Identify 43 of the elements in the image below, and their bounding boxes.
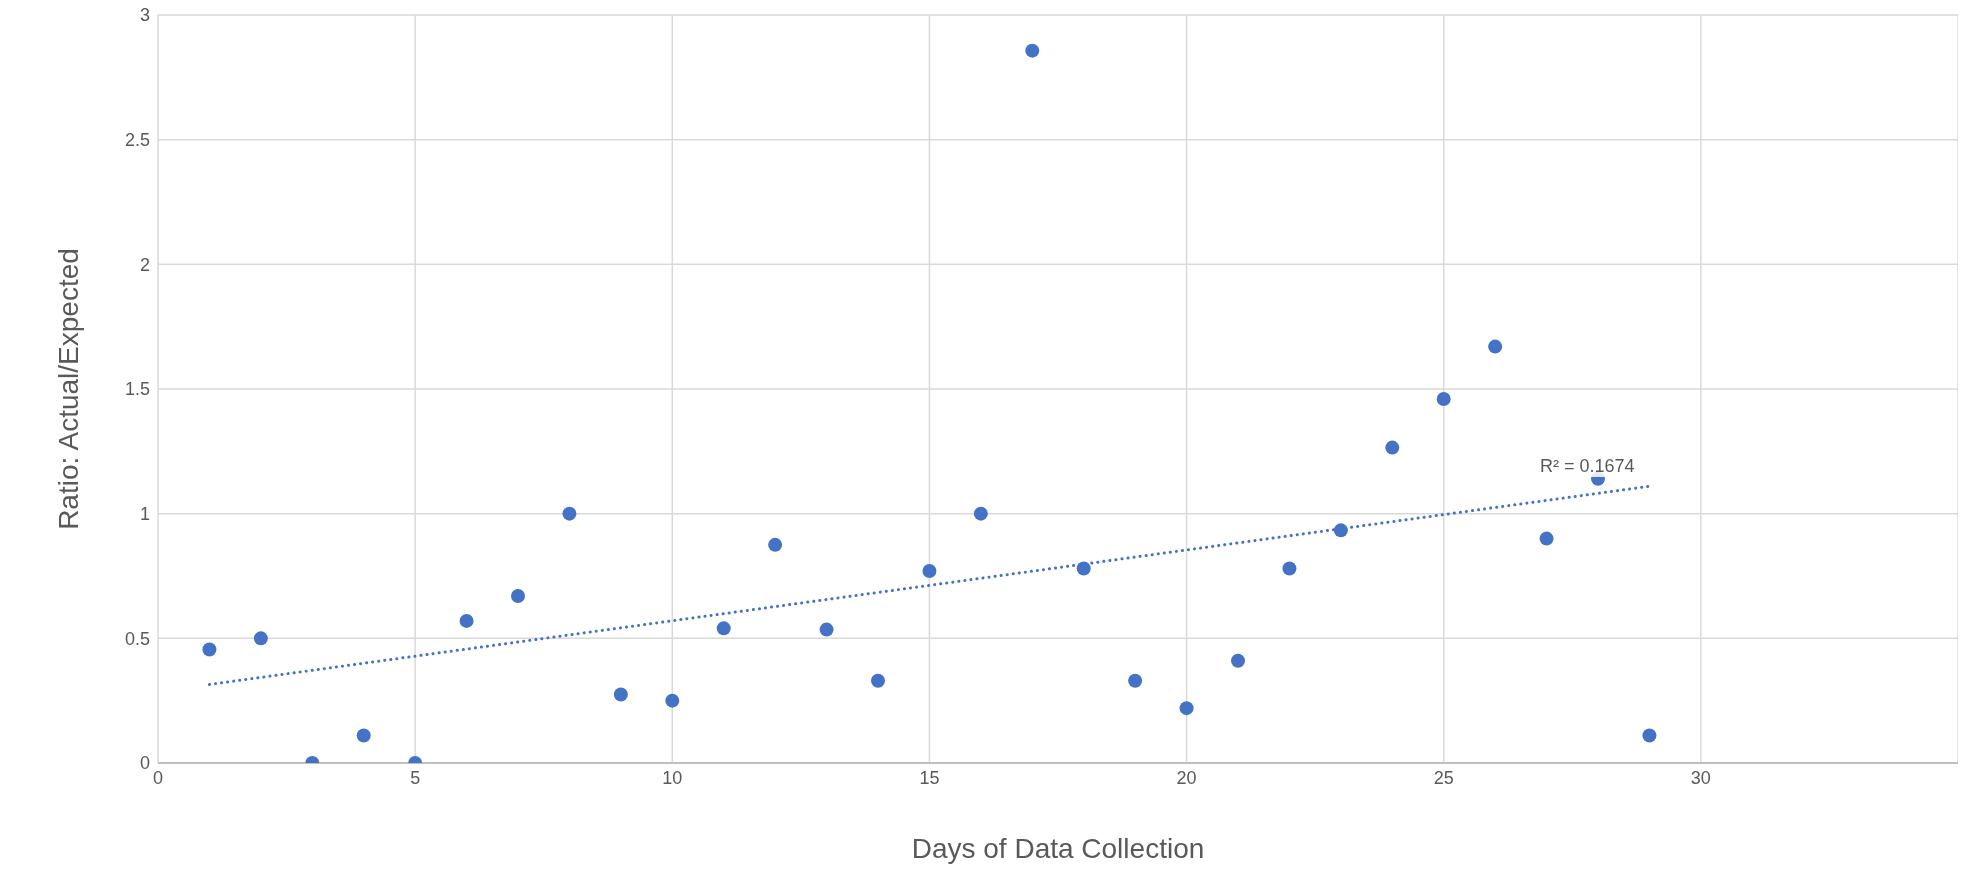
x-tick-label: 20 [1176, 767, 1197, 788]
point [768, 537, 783, 552]
point [1488, 339, 1503, 354]
point [1076, 561, 1091, 576]
point [562, 506, 577, 521]
x-tick-label: 15 [919, 767, 940, 788]
annotation: R² = 0.1674 [1538, 456, 1637, 477]
y-tick-label: 1.5 [124, 379, 150, 400]
x-tick-label: 30 [1690, 767, 1711, 788]
x-tick-label: 0 [152, 767, 164, 788]
point [665, 693, 680, 708]
point [922, 564, 937, 579]
x-tick-label: 10 [662, 767, 683, 788]
point [871, 673, 885, 688]
y-tick-label: 2 [139, 254, 150, 275]
point [819, 622, 834, 637]
y-tick-label: 3 [139, 5, 150, 26]
y-tick-label: 1 [139, 504, 150, 525]
y-tick-label: 0 [139, 753, 150, 774]
x-tick-label: 5 [410, 767, 421, 788]
point [1128, 673, 1143, 688]
point [459, 613, 474, 628]
point [1179, 701, 1194, 716]
point [1282, 561, 1297, 576]
point [1539, 531, 1554, 546]
point [253, 631, 268, 646]
point [1025, 43, 1040, 58]
point [613, 687, 628, 702]
point [1436, 391, 1451, 406]
x-axis-title: Days of Data Collection [911, 833, 1205, 864]
point [1231, 653, 1245, 668]
y-axis-title: Ratio: Actual/Expected [52, 248, 84, 530]
point [511, 588, 525, 603]
point [202, 642, 217, 657]
point [716, 621, 731, 636]
y-tick-label: 2.5 [124, 130, 150, 151]
point [1642, 728, 1657, 743]
point [1333, 523, 1348, 538]
y-tick-label: 0.5 [124, 628, 150, 649]
point [973, 506, 988, 521]
point [1385, 440, 1400, 455]
x-tick-label: 25 [1433, 767, 1454, 788]
point [356, 728, 371, 743]
